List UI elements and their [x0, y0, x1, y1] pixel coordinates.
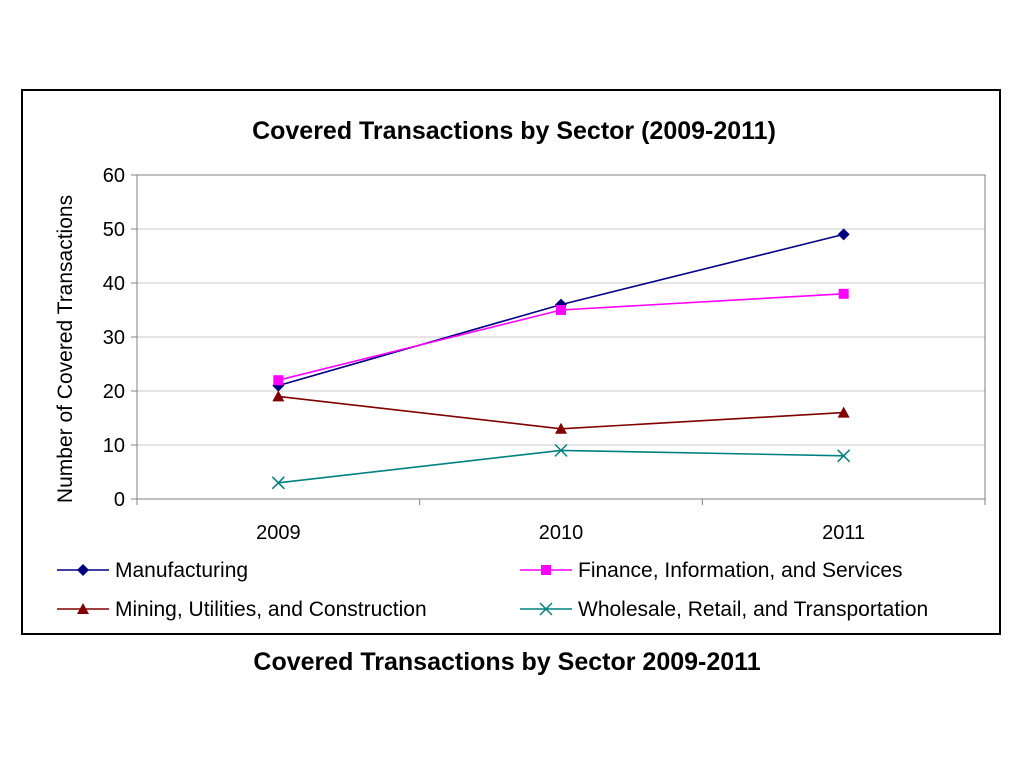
- chart-frame: Covered Transactions by Sector (2009-201…: [21, 89, 1001, 635]
- series-1: [273, 288, 849, 386]
- data-point: [272, 390, 285, 402]
- axes: 0 10 20 30 40 50 60 2009 2010 2011: [103, 165, 986, 544]
- data-point: [554, 443, 568, 457]
- data-point: [555, 422, 567, 434]
- y-tick-label: 40: [103, 273, 125, 295]
- line-chart: Covered Transactions by Sector (2009-201…: [54, 117, 986, 621]
- legend: Manufacturing Finance, Information, and S…: [57, 559, 928, 621]
- series-3: [271, 443, 851, 490]
- series-group: [271, 228, 851, 490]
- series-line: [278, 449, 844, 484]
- legend-item: Finance, Information, and Services: [520, 559, 903, 582]
- series-2: [272, 390, 850, 434]
- legend-item: Manufacturing: [57, 559, 248, 582]
- legend-marker: [539, 602, 553, 616]
- legend-marker: [77, 564, 89, 576]
- y-tick-label: 10: [103, 435, 125, 457]
- legend-label: Mining, Utilities, and Construction: [115, 598, 427, 621]
- data-point: [556, 305, 566, 315]
- data-point: [838, 288, 849, 299]
- data-point: [272, 379, 285, 392]
- y-tick-label: 60: [103, 165, 125, 187]
- data-point: [837, 228, 850, 241]
- y-tick-label: 20: [103, 381, 125, 403]
- legend-marker: [77, 603, 89, 614]
- y-axis-label: Number of Covered Transactions: [54, 195, 77, 503]
- x-tick-label: 2009: [256, 522, 301, 544]
- y-tick-label: 0: [114, 489, 125, 511]
- legend-label: Finance, Information, and Services: [578, 559, 903, 582]
- legend-item: Wholesale, Retail, and Transportation: [520, 598, 928, 621]
- legend-item: Mining, Utilities, and Construction: [57, 598, 427, 621]
- chart-title: Covered Transactions by Sector (2009-201…: [252, 117, 776, 145]
- data-point: [837, 406, 850, 418]
- legend-label: Wholesale, Retail, and Transportation: [578, 598, 928, 621]
- data-point: [271, 476, 285, 490]
- y-tick-label: 50: [103, 219, 125, 241]
- data-point: [273, 375, 284, 386]
- x-tick-label: 2011: [822, 522, 865, 544]
- legend-marker: [541, 565, 551, 575]
- legend-label: Manufacturing: [115, 559, 248, 582]
- plot-area: [136, 174, 986, 500]
- data-point: [837, 449, 851, 463]
- figure-caption: Covered Transactions by Sector 2009-2011: [253, 648, 761, 676]
- y-tick-label: 30: [103, 327, 125, 349]
- x-tick-label: 2010: [539, 522, 584, 544]
